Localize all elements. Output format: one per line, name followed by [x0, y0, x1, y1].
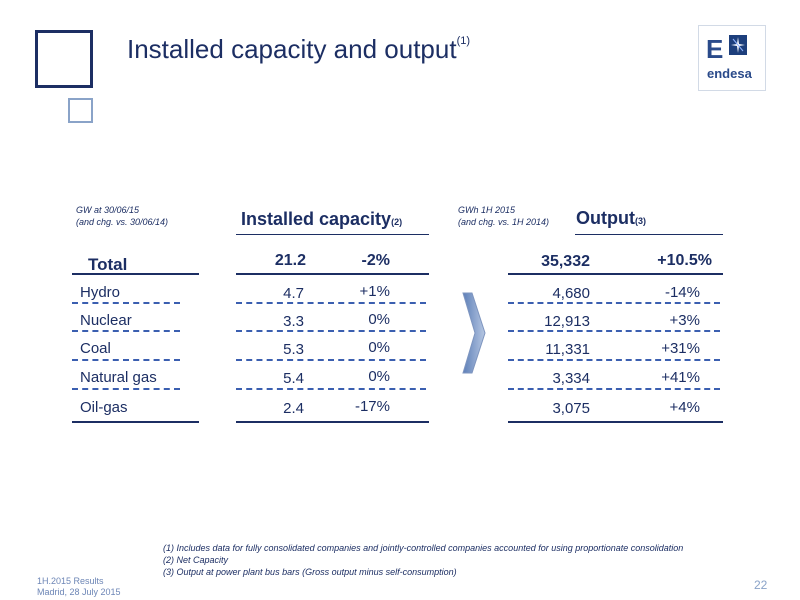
row-divider-capacity	[236, 359, 426, 361]
row-label-coal: Coal	[80, 340, 111, 357]
output-unit-line2: (and chg. vs. 1H 2014)	[458, 217, 550, 227]
footer-line2: Madrid, 28 July 2015	[37, 587, 121, 597]
row-label-natural-gas: Natural gas	[80, 369, 157, 386]
bottom-rule-label	[72, 421, 199, 423]
row-divider-label	[72, 302, 180, 304]
output-unit-line1: GWh 1H 2015	[458, 205, 516, 215]
total-output-chg: +10.5%	[657, 252, 712, 269]
row-capacity-oil-gas: 2.4	[283, 400, 304, 417]
total-capacity-chg: -2%	[361, 252, 390, 269]
capacity-heading-text: Installed capacity	[241, 209, 392, 229]
footnote-1: (1) Includes data for fully consolidated…	[163, 543, 684, 553]
chevron-right-icon	[462, 292, 486, 379]
logo-star-icon	[729, 35, 747, 55]
row-capacity-chg-natural-gas: 0%	[368, 368, 390, 385]
row-capacity-hydro: 4.7	[283, 285, 304, 302]
row-label-hydro: Hydro	[80, 284, 121, 301]
decorative-square-large	[35, 30, 93, 88]
total-output: 35,332	[541, 253, 590, 270]
page-title-text: Installed capacity and output	[127, 34, 457, 64]
footnote-3: (3) Output at power plant bus bars (Gros…	[163, 567, 457, 577]
footnote-2: (2) Net Capacity	[163, 555, 229, 565]
output-heading-rule	[575, 234, 723, 235]
bottom-rule-capacity	[236, 421, 429, 423]
row-capacity-chg-hydro: +1%	[359, 283, 390, 300]
page-number: 22	[754, 578, 768, 592]
total-capacity: 21.2	[274, 252, 306, 269]
row-output-hydro: 4,680	[552, 285, 590, 302]
row-divider-output	[508, 359, 720, 361]
row-divider-capacity	[236, 388, 426, 390]
row-divider-label	[72, 388, 180, 390]
total-rule-output	[508, 273, 723, 275]
total-rule-label	[72, 273, 199, 275]
footer-info: 1H.2015 Results Madrid, 28 July 2015	[37, 576, 121, 598]
row-output-nuclear: 12,913	[544, 313, 590, 330]
row-output-coal: 11,331	[545, 341, 590, 358]
row-divider-label	[72, 330, 180, 332]
row-divider-output	[508, 388, 720, 390]
capacity-heading-ref: (2)	[391, 217, 403, 227]
bottom-rule-output	[508, 421, 723, 423]
row-output-chg-natural-gas: +41%	[661, 369, 700, 386]
capacity-heading-rule	[236, 234, 429, 235]
row-capacity-chg-coal: 0%	[368, 339, 390, 356]
endesa-logo: E endesa	[698, 25, 766, 91]
logo-word: endesa	[707, 66, 752, 81]
output-heading: Output(3)	[576, 208, 646, 229]
row-output-natural-gas: 3,334	[552, 370, 590, 387]
row-divider-output	[508, 302, 720, 304]
row-capacity-chg-nuclear: 0%	[368, 311, 390, 328]
row-label-oil-gas: Oil-gas	[80, 399, 128, 416]
row-output-chg-nuclear: +3%	[669, 312, 700, 329]
footnotes: (1) Includes data for fully consolidated…	[163, 542, 683, 578]
logo-mark: E	[706, 34, 723, 64]
output-heading-ref: (3)	[634, 216, 646, 226]
row-capacity-chg-oil-gas: -17%	[354, 398, 390, 415]
page-title-ref: (1)	[456, 35, 471, 47]
decorative-square-small	[68, 98, 93, 123]
row-divider-capacity	[236, 330, 426, 332]
capacity-heading: Installed capacity(2)	[241, 209, 402, 230]
footer-line1: 1H.2015 Results	[37, 576, 104, 586]
total-rule-capacity	[236, 273, 429, 275]
row-output-chg-oil-gas: +4%	[669, 399, 700, 416]
capacity-unit-line1: GW at 30/06/15	[76, 205, 140, 215]
row-divider-capacity	[236, 302, 426, 304]
row-divider-output	[508, 330, 720, 332]
row-divider-label	[72, 359, 180, 361]
row-output-oil-gas: 3,075	[552, 400, 590, 417]
row-capacity-nuclear: 3.3	[283, 313, 304, 330]
capacity-unit-line2: (and chg. vs. 30/06/14)	[76, 217, 169, 227]
total-label: Total	[88, 255, 128, 274]
row-output-chg-hydro: -14%	[664, 284, 700, 301]
output-heading-text: Output	[576, 208, 635, 228]
page-title: Installed capacity and output(1)	[127, 34, 470, 65]
row-label-nuclear: Nuclear	[80, 312, 132, 329]
row-output-chg-coal: +31%	[661, 340, 700, 357]
row-capacity-natural-gas: 5.4	[283, 370, 304, 387]
row-capacity-coal: 5.3	[283, 341, 304, 358]
